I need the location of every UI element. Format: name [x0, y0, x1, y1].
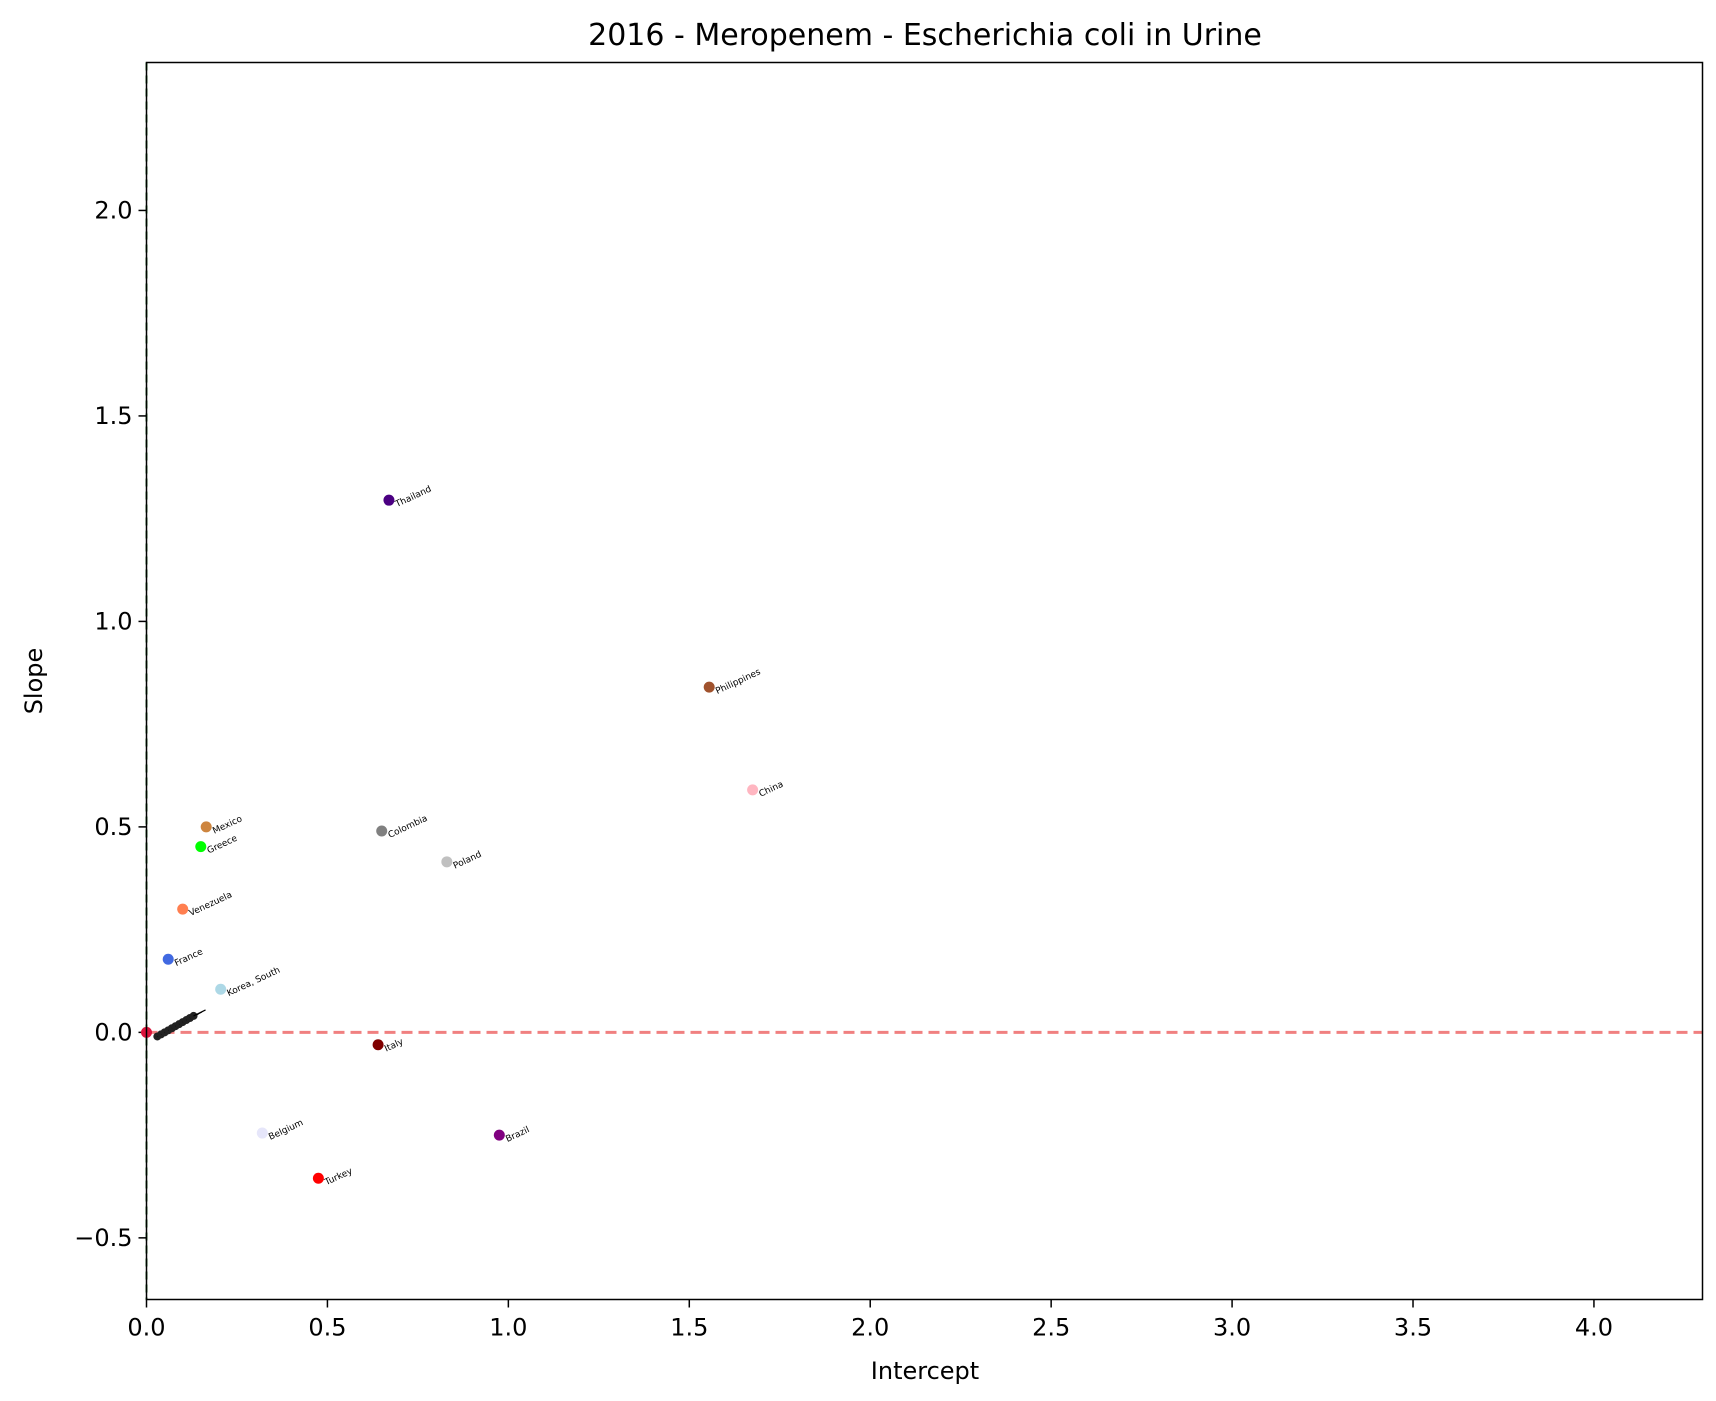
data-point: [703, 681, 715, 693]
x-axis-label: Intercept: [871, 1357, 979, 1385]
x-tick-label: 2.0: [851, 1314, 889, 1342]
x-tick-label: 3.5: [1394, 1314, 1432, 1342]
data-point: [200, 821, 212, 833]
x-tick-label: 2.5: [1032, 1314, 1070, 1342]
data-point: [177, 903, 189, 915]
y-axis-label: Slope: [20, 648, 48, 715]
cluster-label-mark: [193, 1009, 206, 1017]
x-tick-label: 4.0: [1575, 1314, 1613, 1342]
data-point: [372, 1039, 384, 1051]
x-tick-label: 3.0: [1213, 1314, 1251, 1342]
plot-frame: [145, 61, 1704, 1301]
data-point: [195, 841, 207, 853]
data-point: [376, 825, 388, 837]
data-point: [493, 1129, 505, 1141]
x-tick-label: 1.0: [489, 1314, 527, 1342]
x-tick-label: 0.5: [308, 1314, 346, 1342]
y-tick-label: 1.5: [94, 402, 132, 430]
x-tick-label: 1.5: [670, 1314, 708, 1342]
y-tick-label: 0.0: [94, 1018, 132, 1046]
data-point: [312, 1172, 324, 1184]
data-point: [747, 784, 759, 796]
y-tick-label: 1.0: [94, 607, 132, 635]
y-tick-label: 2.0: [94, 196, 132, 224]
data-point: [215, 983, 227, 995]
data-point: [441, 856, 453, 868]
chart-title: 2016 - Meropenem - Escherichia coli in U…: [588, 18, 1262, 53]
data-point: [162, 953, 174, 965]
data-point: [256, 1127, 268, 1139]
y-tick-label: 0.5: [94, 813, 132, 841]
data-point: [383, 494, 395, 506]
x-tick-label: 0.0: [127, 1314, 165, 1342]
y-tick-label: −0.5: [74, 1224, 132, 1252]
